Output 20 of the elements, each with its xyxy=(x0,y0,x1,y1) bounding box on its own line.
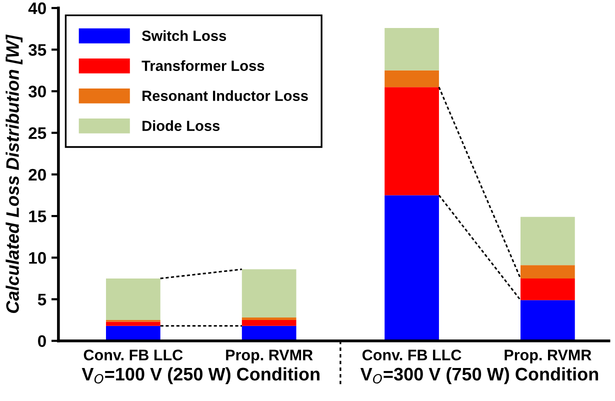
y-tick-label: 25 xyxy=(28,127,46,140)
y-tick-label: 15 xyxy=(29,210,46,222)
legend-label: Resonant Inductor Loss xyxy=(142,90,308,101)
y-tick-label: 40 xyxy=(28,2,46,14)
x-tick-label: Conv. FB LLC xyxy=(84,350,183,360)
text: V$_{O}$=300 V (750 W) Condition xyxy=(360,367,598,384)
y-tick-label: 20 xyxy=(28,168,46,181)
y-tick-label: 10 xyxy=(29,252,46,264)
legend-label: Diode Loss xyxy=(142,120,220,131)
x-tick-label: Conv. FB LLC xyxy=(362,350,462,360)
x-tick-label: Prop. RVMR xyxy=(504,350,592,364)
y-tick-label: 0 xyxy=(38,335,46,348)
x-tick-label: Prop. RVMR xyxy=(226,350,313,364)
text: V$_{O}$=100 V (250 W) Condition xyxy=(82,367,320,384)
legend-label: Switch Loss xyxy=(142,30,226,41)
y-tick-label: 30 xyxy=(28,86,46,98)
y-tick-label: 5 xyxy=(38,294,46,306)
y-tick-label: 35 xyxy=(28,44,46,56)
legend-label: Transformer Loss xyxy=(142,60,264,71)
y-axis-title: Calculated Loss Distribution [W] xyxy=(6,34,23,313)
